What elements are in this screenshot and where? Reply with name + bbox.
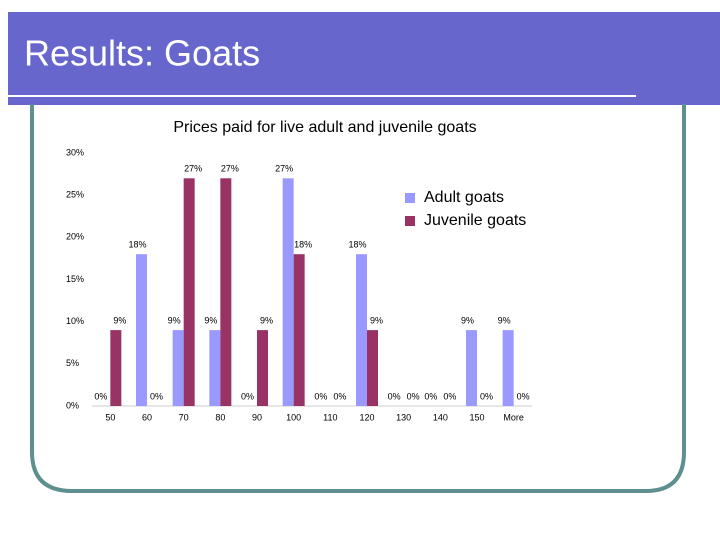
- x-tick-label: 110: [323, 412, 337, 422]
- data-label: 27%: [221, 164, 239, 174]
- legend-label: Adult goats: [424, 189, 504, 206]
- data-label: 9%: [260, 315, 273, 325]
- data-label: 9%: [498, 315, 511, 325]
- x-tick-label: 50: [105, 412, 115, 422]
- data-label: 0%: [480, 391, 493, 401]
- bar: [136, 254, 147, 406]
- x-tick-label: 90: [252, 412, 262, 422]
- data-label: 27%: [275, 164, 293, 174]
- bar: [209, 330, 221, 406]
- data-label: 0%: [314, 391, 327, 401]
- data-label: 0%: [150, 391, 163, 401]
- data-label: 0%: [443, 391, 456, 401]
- y-tick-label: 0%: [66, 400, 79, 410]
- data-label: 9%: [461, 315, 474, 325]
- x-tick-label: 60: [142, 412, 152, 422]
- x-tick-label: 120: [359, 412, 374, 422]
- data-label: 0%: [94, 391, 107, 401]
- x-tick-label: 70: [179, 412, 189, 422]
- x-tick-label: 100: [286, 412, 301, 422]
- header-band: [8, 12, 720, 105]
- y-tick-label: 5%: [66, 358, 79, 368]
- x-tick-label: 80: [215, 412, 225, 422]
- x-tick-label: More: [503, 412, 524, 422]
- data-label: 9%: [113, 315, 126, 325]
- data-label: 18%: [294, 240, 312, 250]
- x-tick-label: 150: [469, 412, 484, 422]
- data-label: 9%: [168, 315, 181, 325]
- y-tick-label: 20%: [66, 232, 84, 242]
- x-tick-label: 130: [396, 412, 411, 422]
- legend-swatch: [405, 216, 415, 226]
- legend-swatch: [405, 193, 415, 203]
- frame: [30, 104, 686, 493]
- chart-title: Prices paid for live adult and juvenile …: [173, 119, 476, 136]
- bar: [356, 254, 367, 406]
- x-tick-label: 140: [433, 412, 448, 422]
- bar: [282, 178, 294, 406]
- bar: [367, 330, 378, 406]
- y-tick-label: 25%: [66, 190, 84, 200]
- data-label: 0%: [407, 391, 420, 401]
- y-tick-label: 10%: [66, 316, 84, 326]
- y-tick-label: 30%: [66, 147, 84, 157]
- data-label: 27%: [184, 164, 202, 174]
- bar: [183, 178, 195, 406]
- data-label: 9%: [204, 315, 217, 325]
- data-label: 0%: [333, 391, 346, 401]
- legend-label: Juvenile goats: [424, 212, 526, 229]
- slide-title: Results: Goats: [24, 33, 260, 74]
- bar: [220, 178, 232, 406]
- data-label: 0%: [241, 391, 254, 401]
- bar: [466, 330, 477, 406]
- bar: [257, 330, 268, 406]
- bar: [172, 330, 184, 406]
- y-tick-label: 15%: [66, 274, 84, 284]
- data-label: 18%: [348, 240, 366, 250]
- bar: [502, 330, 514, 406]
- bar: [110, 330, 122, 406]
- data-label: 0%: [424, 391, 437, 401]
- data-label: 18%: [128, 240, 146, 250]
- bar: [293, 254, 305, 406]
- data-label: 0%: [517, 391, 530, 401]
- data-label: 9%: [370, 315, 383, 325]
- data-label: 0%: [388, 391, 401, 401]
